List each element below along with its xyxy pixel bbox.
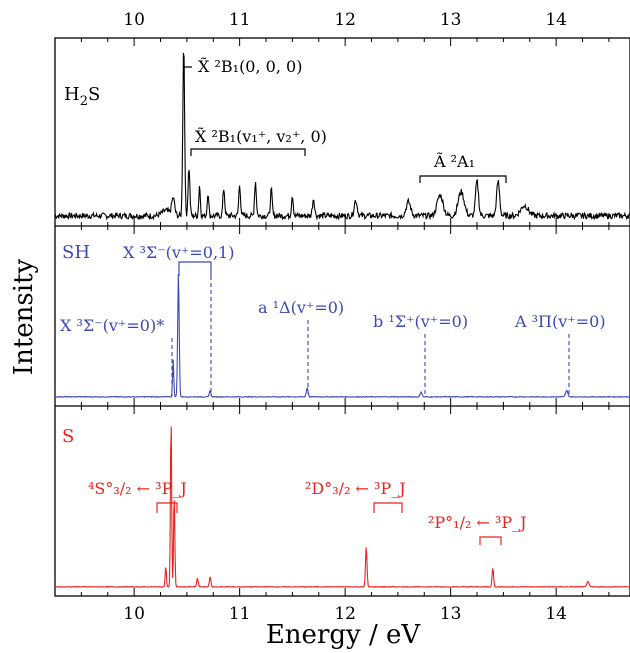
y-axis-title: Intensity <box>9 258 39 375</box>
plot-frame <box>54 37 630 597</box>
x-tick-label-bottom: 14 <box>545 604 567 624</box>
series-line-sh <box>54 273 630 399</box>
x-tick-label-bottom: 13 <box>440 604 462 624</box>
h2s-annotation-vib: X̃ ²B₁(v₁⁺, v₂⁺, 0) <box>195 127 327 146</box>
s-annotation-4s: ⁴S°₃/₂ ← ³P_J <box>88 479 187 498</box>
sh-annotation-a: a ¹Δ(v⁺=0) <box>258 298 344 317</box>
s-bracket-4s <box>156 502 178 513</box>
sh-annotation-x0: X ³Σ⁻(v⁺=0)* <box>60 316 164 335</box>
x-tick-label-bottom: 10 <box>123 604 145 624</box>
panel-label-s: S <box>62 426 74 447</box>
x-tick-label-top: 11 <box>229 10 251 30</box>
h2s-annotation-a: Ã ²A₁ <box>433 151 475 171</box>
sh-bracket-x <box>178 261 212 276</box>
x-tick-label-top: 14 <box>545 10 567 30</box>
x-axis-title: Energy / eV <box>266 620 422 650</box>
x-tick-label-bottom: 11 <box>229 604 251 624</box>
h2s-bracket-a <box>419 175 507 183</box>
series-line-h2s <box>54 52 630 221</box>
s-bracket-2d <box>373 502 403 513</box>
h2s-bracket-origin <box>183 66 192 73</box>
x-tick-label-top: 12 <box>334 10 356 30</box>
h2s-bracket-vib <box>190 148 306 156</box>
panel-label-h2s: H2S <box>64 84 100 109</box>
s-annotations: ⁴S°₃/₂ ← ³P_J ²D°₃/₂ ← ³P_J ²P°₁/₂ ← ³P_… <box>88 479 527 545</box>
s-bracket-2p <box>479 536 502 545</box>
s-annotation-2d: ²D°₃/₂ ← ³P_J <box>305 479 406 498</box>
panel-label-sh: SH <box>62 242 90 263</box>
h2s-annotation-origin: X̃ ²B₁(0, 0, 0) <box>198 57 302 76</box>
series-line-s <box>54 426 630 589</box>
x-tick-label-top: 10 <box>123 10 145 30</box>
x-tick-label-top: 13 <box>440 10 462 30</box>
x-tick-label-bottom: 12 <box>334 604 356 624</box>
sh-annotation-b: b ¹Σ⁺(v⁺=0) <box>373 312 468 331</box>
axis-ticks <box>54 38 610 596</box>
sh-annotation-x01: X ³Σ⁻(v⁺=0,1) <box>123 243 234 262</box>
sh-annotation-A: A ³Π(v⁺=0) <box>514 312 606 331</box>
sh-annotations: X ³Σ⁻(v⁺=0,1) X ³Σ⁻(v⁺=0)* a ¹Δ(v⁺=0) b … <box>60 243 606 396</box>
axis-tick-labels: 10 10 11 11 12 12 13 13 14 14 <box>123 10 567 624</box>
spectra-traces <box>54 52 630 589</box>
h2s-annotations: X̃ ²B₁(0, 0, 0) X̃ ²B₁(v₁⁺, v₂⁺, 0) Ã ²A… <box>183 57 507 183</box>
s-annotation-2p: ²P°₁/₂ ← ³P_J <box>428 513 527 532</box>
